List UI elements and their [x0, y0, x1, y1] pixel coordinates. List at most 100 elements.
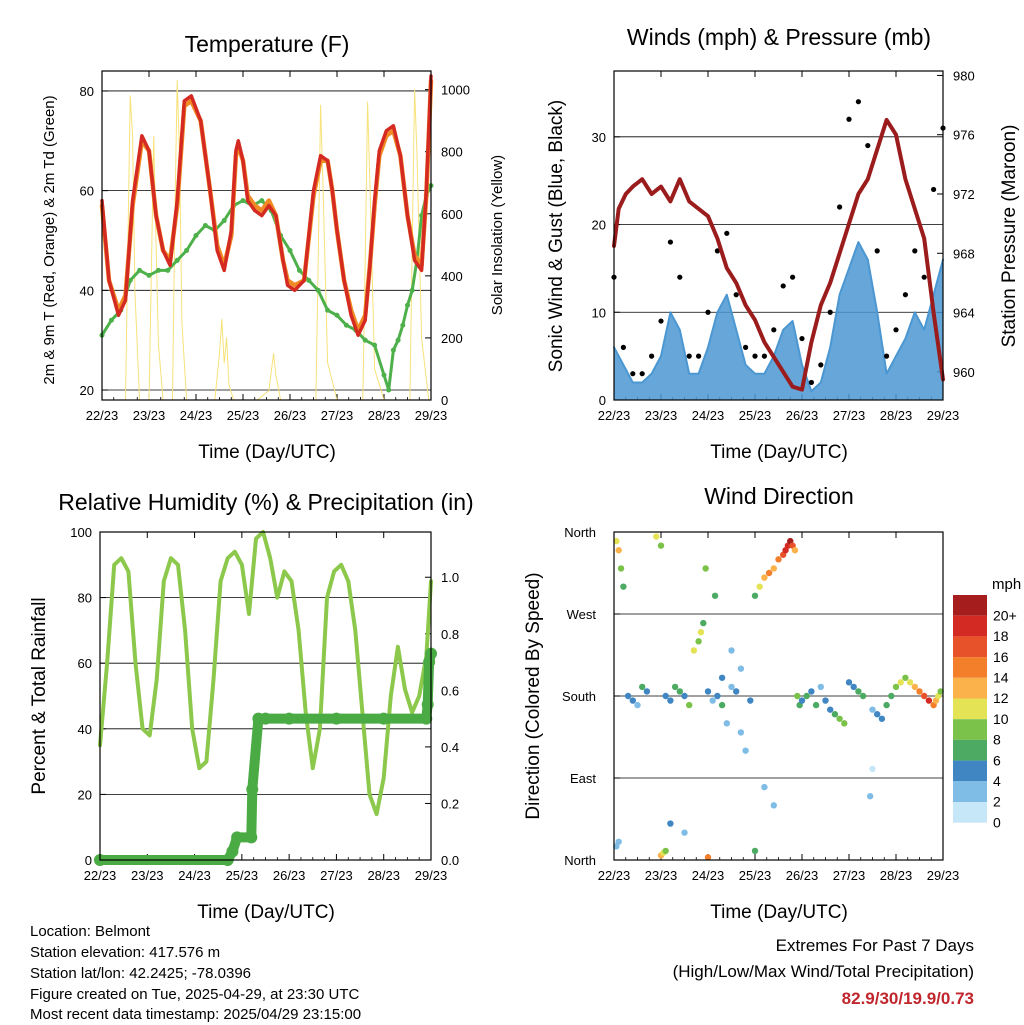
wind-direction-y-axis-label: Direction (Colored By Speed) — [523, 572, 544, 819]
gust-point — [865, 142, 871, 149]
humidity-x-tick-label: 25/23 — [226, 868, 259, 883]
temperature-x-tick-label: 22/23 — [86, 408, 119, 423]
direction-point — [883, 701, 890, 709]
direction-point — [700, 619, 707, 627]
temperature-y-axis-label-left: 2m & 9m T (Red, Orange) & 2m Td (Green) — [41, 95, 58, 384]
direction-point — [869, 765, 876, 773]
speed-legend-label: 20+ — [993, 607, 1017, 623]
direction-point — [615, 547, 622, 554]
speed-legend-title: mph — [992, 576, 1021, 593]
direction-point — [714, 692, 721, 700]
temperature-y-tick-label: 60 — [80, 184, 94, 199]
direction-point — [892, 683, 900, 691]
gust-point — [902, 292, 909, 298]
direction-point — [728, 683, 735, 691]
humidity-x-tick-label: 28/23 — [367, 868, 400, 883]
direction-point — [671, 683, 679, 691]
direction-point — [791, 547, 799, 554]
temperature-plot-area: 22/23 23/23 24/23 25/23 26/23 27/23 28/23 29/23… — [80, 70, 470, 423]
direction-point — [702, 565, 709, 572]
temperature-x-tick-label: 26/23 — [274, 408, 307, 423]
direction-x-tick-label: 28/23 — [880, 868, 913, 883]
winds-frame — [613, 70, 944, 401]
gust-point — [620, 344, 627, 350]
humidity-y-tick-label: 20 — [78, 787, 92, 802]
wind-direction-title: Wind Direction — [704, 483, 854, 509]
precipitation-point — [330, 712, 343, 725]
speed-legend-swatch — [953, 615, 987, 637]
humidity-y2-tick-label: 0.4 — [441, 740, 459, 755]
speed-legend-swatch — [953, 657, 987, 678]
gust-point — [696, 353, 702, 359]
wind-direction-panel: Wind Direction 22/23 23/23 24/23 25/23 26/23… — [523, 483, 1021, 923]
winds-title: Winds (mph) & Pressure (mb) — [627, 24, 931, 50]
station-location: Location: Belmont — [30, 923, 151, 940]
speed-legend-swatch — [953, 677, 987, 699]
direction-point — [667, 820, 674, 827]
direction-point — [770, 802, 777, 809]
gust-point — [827, 309, 833, 315]
speed-legend-label: 16 — [993, 649, 1009, 665]
direction-point — [827, 706, 834, 713]
winds-x-axis-label: Time (Day/UTC) — [710, 442, 848, 463]
temperature-y-tick-label: 80 — [80, 84, 94, 99]
direction-point — [704, 854, 712, 861]
direction-point — [866, 793, 874, 800]
direction-point — [925, 697, 933, 704]
direction-point — [874, 711, 881, 718]
direction-point — [643, 688, 651, 695]
humidity-y2-tick-label: 0.8 — [441, 627, 459, 642]
direction-point — [697, 629, 705, 636]
humidity-x-axis-label: Time (Day/UTC) — [197, 902, 335, 923]
winds-y2-tick-label: 976 — [953, 128, 975, 143]
gust-point — [630, 371, 636, 377]
temperature-y2-tick-label: 600 — [441, 207, 463, 222]
direction-point — [902, 674, 909, 681]
humidity-frame — [99, 531, 432, 861]
latest-timestamp: Most recent data timestamp: 2025/04/29 2… — [30, 1006, 362, 1023]
temperature-x-tick-label: 27/23 — [321, 408, 354, 423]
direction-point — [878, 715, 886, 722]
temperature-x-axis-label: Time (Day/UTC) — [198, 442, 336, 463]
speed-legend-label: 2 — [993, 794, 1001, 810]
humidity-x-tick-label: 29/23 — [415, 868, 448, 883]
humidity-y2-tick-label: 0.0 — [441, 853, 459, 868]
humidity-y-axis-label-left: Percent & Total Rainfall — [29, 597, 50, 794]
direction-point — [803, 692, 810, 700]
temperature-x-tick-label: 28/23 — [368, 408, 401, 423]
humidity-y-tick-label: 60 — [78, 656, 92, 671]
direction-point — [756, 583, 763, 590]
direction-point — [751, 847, 759, 855]
solar-insolation-line — [101, 79, 432, 401]
speed-legend-label: 12 — [993, 690, 1009, 706]
direction-point — [761, 783, 768, 791]
temperature-y2-tick-label: 200 — [441, 331, 463, 346]
direction-point — [634, 701, 641, 709]
direction-point — [747, 697, 754, 704]
humidity-title: Relative Humidity (%) & Precipitation (i… — [58, 489, 473, 515]
direction-point — [676, 688, 683, 695]
humidity-y-tick-label: 100 — [70, 525, 92, 540]
gust-point — [837, 204, 843, 210]
station-latlon: Station lat/lon: 42.2425; -78.0396 — [30, 965, 252, 982]
gust-point — [686, 353, 692, 359]
precipitation-point — [421, 698, 434, 711]
direction-point — [845, 679, 853, 686]
gust-point — [874, 248, 880, 254]
gust-point — [733, 292, 739, 298]
extremes-values: 82.9/30/19.9/0.73 — [841, 989, 974, 1008]
direction-y-tick-label: North — [564, 525, 596, 540]
direction-point — [613, 537, 620, 545]
direction-point — [897, 679, 904, 686]
direction-point — [662, 692, 669, 700]
precipitation-point — [245, 831, 258, 844]
gust-point — [743, 344, 749, 350]
winds-y2-tick-label: 960 — [953, 365, 975, 380]
direction-point — [657, 542, 665, 549]
direction-point — [613, 843, 620, 850]
direction-y-tick-label: West — [567, 607, 597, 622]
gust-point — [658, 318, 664, 324]
speed-legend-label: 14 — [993, 669, 1009, 685]
direction-point — [733, 688, 740, 695]
station-pressure-line — [612, 117, 945, 392]
